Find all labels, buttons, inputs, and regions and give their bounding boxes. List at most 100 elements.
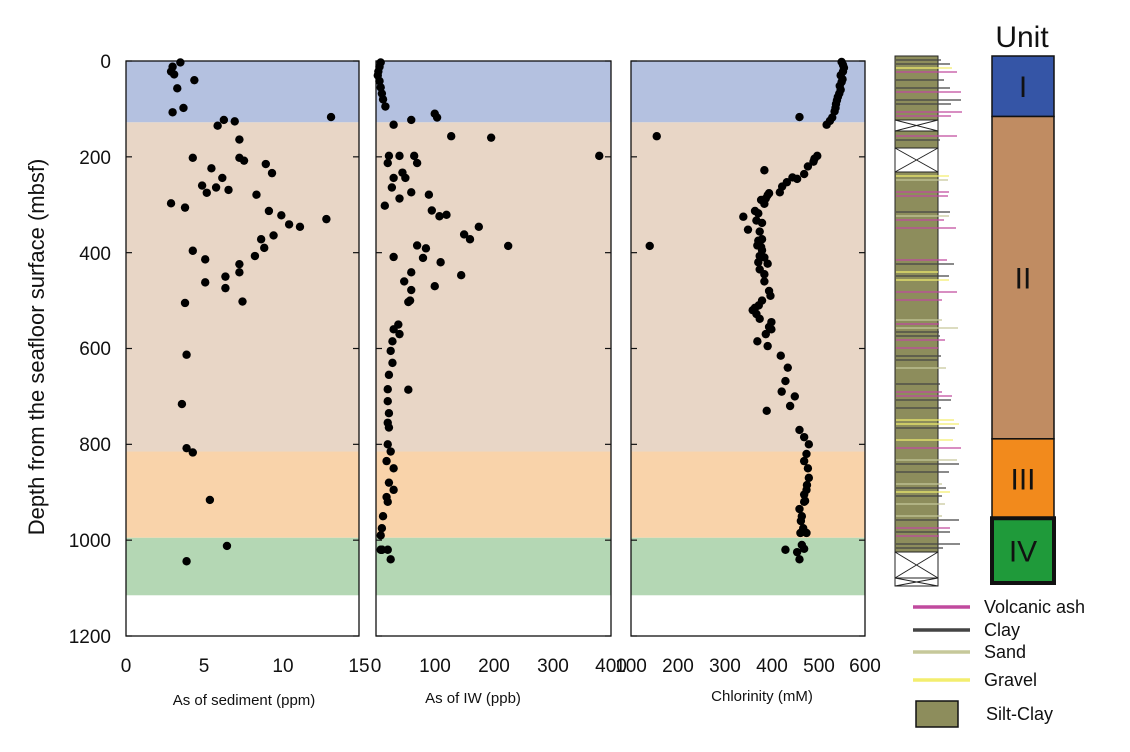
y-axis-label: Depth from the seafloor surface (mbsf) [24, 159, 49, 536]
data-point [201, 278, 210, 287]
data-point [754, 258, 763, 267]
data-point [235, 135, 244, 144]
x-axis-label-as-iw: As of IW (ppb) [425, 690, 521, 707]
data-point [219, 115, 229, 125]
data-point [781, 376, 790, 386]
data-point [407, 285, 416, 295]
data-point [407, 268, 416, 277]
unit-label: II [1015, 263, 1032, 296]
data-point [182, 350, 191, 359]
data-point [474, 222, 484, 231]
data-point [421, 244, 431, 253]
data-point [796, 516, 806, 526]
data-point [386, 447, 395, 456]
data-point [377, 545, 387, 554]
data-point [386, 346, 395, 356]
data-point [383, 397, 392, 406]
data-point [447, 132, 456, 141]
data-point [409, 151, 419, 161]
data-point [295, 222, 305, 231]
x-tick-label: 200 [662, 656, 694, 677]
data-point [173, 84, 182, 93]
panel-chlorinity: 100 200 300 400 500 600 [615, 57, 881, 677]
data-point [383, 440, 392, 449]
data-point [486, 133, 496, 142]
data-point [213, 121, 222, 130]
data-point [375, 76, 384, 86]
data-point [386, 555, 395, 564]
data-point [792, 547, 802, 557]
x-tick-label: 100 [615, 656, 647, 677]
data-point [802, 528, 811, 538]
data-point [207, 164, 216, 173]
data-point [459, 230, 469, 239]
data-point [401, 173, 410, 183]
data-point [763, 259, 772, 268]
data-point [404, 297, 413, 307]
data-point [760, 199, 769, 208]
data-point [201, 255, 210, 264]
data-point [795, 555, 804, 564]
data-point [760, 270, 769, 279]
data-point [180, 298, 190, 308]
band-unit-I [376, 61, 611, 123]
data-point [427, 206, 437, 215]
data-point [395, 194, 404, 203]
data-point [190, 75, 199, 85]
data-point [803, 464, 813, 473]
data-point [424, 190, 434, 199]
unit-label: IV [1009, 536, 1037, 569]
data-point [783, 363, 792, 372]
data-point [230, 117, 239, 126]
data-point [822, 120, 831, 129]
y-tick-label: 1200 [69, 627, 111, 648]
data-point [188, 246, 197, 255]
data-point [252, 190, 261, 199]
data-point [418, 253, 428, 263]
band-unit-IV [631, 537, 865, 596]
data-point [261, 159, 270, 169]
data-point [269, 231, 278, 240]
data-point [503, 241, 513, 251]
no-recovery-cross [894, 147, 939, 173]
y-tick-label: 0 [100, 52, 111, 73]
no-recovery-cross [894, 551, 939, 579]
data-point [177, 399, 187, 409]
data-point [182, 557, 191, 566]
no-recovery-cross [894, 577, 939, 587]
x-tick-label: 400 [595, 656, 627, 677]
data-point [388, 358, 397, 368]
x-axis-label-chlorinity: Chlorinity (mM) [711, 688, 813, 705]
data-point [211, 183, 221, 192]
data-point [465, 235, 475, 244]
data-point [277, 211, 286, 220]
data-point [180, 203, 190, 212]
data-point [264, 206, 274, 216]
data-point [775, 188, 785, 197]
data-point [235, 268, 244, 277]
legend-label: Gravel [984, 670, 1037, 690]
data-point [235, 259, 244, 269]
data-point [404, 385, 413, 394]
data-point [809, 157, 818, 166]
y-tick-label: 200 [79, 148, 111, 169]
data-point [760, 166, 769, 175]
data-point [802, 449, 811, 459]
band-unit-IV [376, 537, 611, 596]
data-point [407, 115, 416, 125]
data-point [761, 329, 770, 339]
unit-label: III [1010, 464, 1035, 497]
data-point [389, 464, 398, 473]
data-point [739, 212, 748, 221]
data-point [376, 531, 385, 540]
band-unit-III [126, 451, 359, 538]
unit-box-IV [990, 516, 1056, 586]
data-point [395, 151, 404, 161]
data-point [743, 225, 753, 234]
x-tick-label: 500 [803, 656, 835, 677]
data-point [260, 243, 269, 253]
data-point [188, 448, 197, 457]
